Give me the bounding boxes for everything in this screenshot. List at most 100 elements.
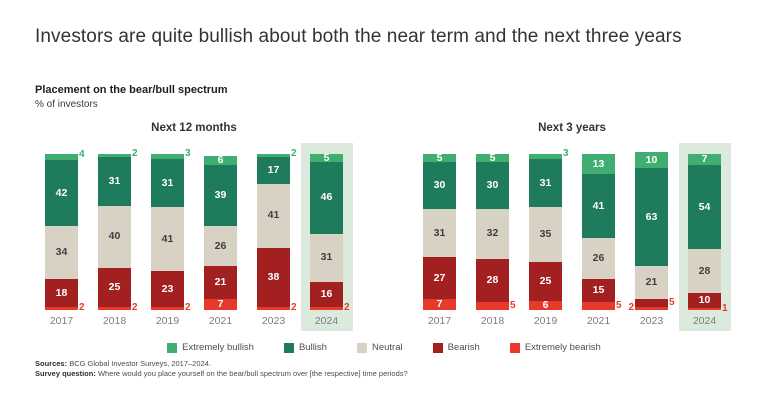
segment-extremely-bullish: 6: [204, 155, 237, 165]
legend-label: Extremely bearish: [524, 342, 601, 353]
segment-bearish: 10: [688, 292, 721, 309]
segment-neutral: 41: [151, 207, 184, 272]
legend-item-bullish: Bullish: [283, 342, 327, 353]
legend-item-neutral: Neutral: [356, 342, 403, 353]
outside-value-label: 5: [669, 297, 675, 308]
segment-bearish: [635, 299, 668, 307]
segment-bearish: 25: [98, 267, 131, 307]
footnotes: Sources: BCG Global Investor Surveys, 20…: [35, 359, 408, 379]
segment-extremely-bearish: [310, 306, 343, 310]
segment-neutral: 26: [582, 238, 615, 279]
outside-value-label: 2: [628, 302, 634, 314]
segment-bearish: 18: [45, 278, 78, 307]
legend-label: Extremely bullish: [182, 342, 254, 353]
segment-extremely-bullish: 5: [476, 153, 509, 163]
segment-extremely-bearish: [257, 306, 290, 310]
stacked-bar: 31 41 23: [151, 153, 184, 310]
outside-value-label: 4: [79, 149, 85, 161]
bar-group-2021: 5 13 41 26 15 2021: [582, 152, 622, 327]
segment-bullish: 17: [257, 157, 290, 184]
segment-bullish: 31: [529, 158, 562, 208]
year-label: 2023: [261, 315, 286, 327]
bar-group-2023: 2 2 17 41 38 2023: [257, 148, 297, 327]
segment-neutral: 31: [310, 233, 343, 282]
panel-next-3-years: Next 3 years 5 30 31 27 7 2017 5 5 30 32 28 2018 3 31 3…: [423, 122, 731, 331]
outside-value-label: 2: [79, 302, 85, 314]
segment-bearish: 15: [582, 278, 615, 303]
stacked-bar: 5 30 32 28: [476, 153, 509, 310]
segment-neutral: 31: [423, 208, 456, 258]
legend-label: Bearish: [447, 342, 480, 353]
segment-extremely-bearish: 7: [423, 299, 456, 310]
segment-neutral: 32: [476, 208, 509, 259]
year-label: 2021: [208, 315, 233, 327]
legend: Extremely bullish Bullish Neutral Bearish Ex…: [0, 342, 768, 353]
stacked-bar: 10 63 21: [635, 152, 668, 310]
survey-question-text: Where would you place yourself on the be…: [97, 369, 408, 378]
year-label: 2017: [427, 315, 452, 327]
page-title: Investors are quite bullish about both t…: [35, 26, 682, 47]
sources-text: BCG Global Investor Surveys, 2017–2024.: [69, 359, 211, 368]
segment-bullish: 39: [204, 164, 237, 226]
survey-question-label: Survey question:: [35, 369, 96, 378]
segment-bullish: 41: [582, 174, 615, 239]
segment-extremely-bullish: [151, 153, 184, 159]
segment-extremely-bullish: [45, 154, 78, 161]
chart-unit-label: % of investors: [35, 99, 98, 110]
legend-swatch-extremely-bullish: [167, 342, 178, 353]
segment-bullish: 31: [98, 157, 131, 206]
stacked-bar: 31 40 25: [98, 154, 131, 310]
segment-extremely-bullish: [257, 154, 290, 158]
segment-extremely-bullish: [98, 154, 131, 158]
segment-bearish: 28: [476, 258, 509, 303]
segment-bullish: 46: [310, 161, 343, 234]
segment-bullish: 30: [476, 161, 509, 209]
panel-next-12-months: Next 12 months 4 2 42 34 18 2017 2 2 31 40 25 2018 3 2…: [45, 122, 353, 331]
segment-bearish: 23: [151, 271, 184, 307]
segment-bullish: 42: [45, 160, 78, 226]
bar-group-2017: 4 2 42 34 18 2017: [45, 149, 85, 327]
sources-line: Sources: BCG Global Investor Surveys, 20…: [35, 359, 408, 369]
panel-title: Next 12 months: [151, 122, 237, 134]
segment-neutral: 41: [257, 183, 290, 248]
segment-extremely-bullish: 10: [635, 152, 668, 169]
segment-extremely-bullish: [529, 153, 562, 159]
legend-swatch-extremely-bearish: [509, 342, 520, 353]
outside-value-label: 2: [291, 147, 297, 159]
bars-area: 5 30 31 27 7 2017 5 5 30 32 28 2018 3 31 35 25 6 2019 5 13 4…: [423, 143, 731, 331]
outside-value-label: 5: [616, 300, 622, 312]
legend-label: Neutral: [371, 342, 403, 353]
segment-bearish: 25: [529, 261, 562, 301]
segment-neutral: 35: [529, 207, 562, 262]
year-label: 2019: [155, 315, 180, 327]
segment-neutral: 26: [204, 225, 237, 267]
segment-extremely-bearish: [98, 306, 131, 310]
segment-extremely-bullish: 13: [582, 153, 615, 175]
segment-bearish: 16: [310, 281, 343, 307]
stacked-bar: 31 35 25 6: [529, 153, 562, 311]
bar-group-2024: 2 5 46 31 16 2024: [300, 143, 353, 331]
outside-value-label: 3: [563, 148, 569, 160]
legend-item-bearish: Bearish: [432, 342, 480, 353]
segment-neutral: 34: [45, 225, 78, 279]
segment-extremely-bearish: 7: [204, 299, 237, 310]
stacked-bar: 42 34 18: [45, 154, 78, 310]
segment-extremely-bearish: 6: [529, 300, 562, 311]
outside-value-label: 1: [722, 303, 728, 315]
segment-extremely-bullish: 7: [688, 154, 721, 165]
outside-value-label: 5: [510, 300, 516, 312]
segment-bearish: 38: [257, 247, 290, 307]
legend-swatch-neutral: [356, 342, 367, 353]
bar-group-2017: 5 30 31 27 7 2017: [423, 152, 456, 327]
year-label: 2023: [639, 315, 664, 327]
legend-swatch-bullish: [283, 342, 294, 353]
segment-extremely-bearish: [45, 306, 78, 310]
panel-title: Next 3 years: [538, 122, 606, 134]
legend-item-extremely-bullish: Extremely bullish: [167, 342, 254, 353]
chart-subtitle: Placement on the bear/bull spectrum: [35, 84, 228, 96]
bar-group-2023: 5 2 10 63 21 2023: [628, 152, 675, 327]
sources-label: Sources:: [35, 359, 68, 368]
bar-group-2024: 1 7 54 28 10 2024: [678, 143, 731, 331]
outside-value-label: 2: [132, 302, 138, 314]
